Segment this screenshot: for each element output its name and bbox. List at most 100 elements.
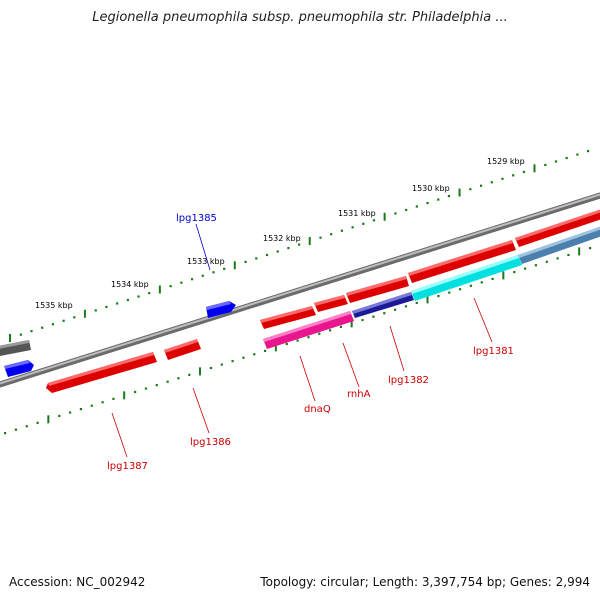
scale-minor-tick [90,404,93,407]
cds-dnaQ[interactable] [263,311,354,349]
scale-minor-tick [36,421,39,424]
scale-minor-tick [589,247,592,250]
scale-minor-tick [480,281,483,284]
scale-minor-tick [137,295,140,298]
topology-footer: Topology: circular; Length: 3,397,754 bp… [260,575,590,589]
scale-minor-tick [287,246,290,250]
cds-blue-left[interactable] [4,360,34,377]
scale-minor-tick [469,284,473,287]
scale-minor-tick [188,373,191,376]
cds-red-fwd-1[interactable] [260,306,316,329]
scale-minor-tick [329,329,332,332]
scale-minor-tick [565,156,568,160]
scale-minor-tick [242,356,245,359]
scale-minor-tick [51,323,55,326]
tick-label-1534: 1534 kbp [111,280,149,289]
scale-minor-tick [524,267,527,270]
scale-minor-tick [134,390,137,394]
scale-minor-tick [231,360,234,363]
scale-minor-tick [587,150,590,153]
scale-minor-tick [545,260,548,263]
map-title: Legionella pneumophila subsp. pneumophil… [92,10,508,25]
scale-major-tick [308,237,311,246]
scale-minor-tick [394,212,397,215]
scale-minor-tick [30,330,33,333]
scale-minor-tick [361,318,364,322]
leader-dnaQ [299,355,316,402]
scale-minor-tick [19,333,22,336]
length-value: 3,397,754 bp [421,575,502,589]
scale-minor-tick [209,366,213,370]
cds-red-fwd-3[interactable] [346,276,409,303]
cds-red-fwd-4[interactable] [408,240,516,283]
scale-major-tick [533,164,536,173]
scale-minor-tick [155,384,158,387]
scale-minor-tick [79,408,83,411]
scale-minor-tick [255,257,258,260]
scale-minor-tick [372,315,375,318]
genes-label: Genes: [509,575,552,589]
gene-label-lpg1381[interactable]: lpg1381 [473,346,514,357]
scale-minor-tick [253,353,256,356]
gene-label-lpg1385[interactable]: lpg1385 [176,213,217,224]
scale-minor-tick [62,319,65,322]
scale-minor-tick [501,177,504,180]
scale-minor-tick [404,305,408,308]
cds-grey-left[interactable] [0,340,31,356]
cds-lpg1386[interactable] [164,339,201,360]
scale-minor-tick [58,414,61,418]
cds-rnhA[interactable] [352,292,414,318]
cds-lpg1385[interactable] [206,301,236,318]
scale-minor-tick [339,325,343,328]
scale-major-tick [233,261,236,270]
scale-minor-tick [201,274,204,277]
topology-label: Topology: [260,575,317,589]
scale-major-tick [83,309,86,318]
cds-red-fwd-5[interactable] [515,208,600,247]
tick-label-1535: 1535 kbp [35,301,73,310]
scale-minor-tick [4,432,7,435]
tick-label-1532: 1532 kbp [263,234,301,243]
scale-minor-tick [319,236,322,239]
scale-minor-tick [479,184,483,187]
scale-minor-tick [469,188,472,191]
leader-lpg1385 [195,223,211,271]
leader-lpg1386 [192,387,210,434]
scale-minor-tick [513,270,516,274]
scale-minor-tick [25,425,28,428]
cds-lpg1381[interactable] [518,225,600,264]
scale-minor-tick [276,250,279,253]
genes-value: 2,994 [555,575,590,589]
scale-minor-tick [169,285,172,288]
scale-minor-tick [148,291,151,295]
scale-major-tick [426,295,429,304]
cds-lpg1387[interactable] [46,352,157,393]
scale-minor-tick [415,205,418,208]
scale-minor-tick [126,298,129,302]
scale-lower [4,247,592,435]
leader-lpg1382 [389,325,405,372]
cds-red-fwd-2[interactable] [314,295,348,312]
scale-minor-tick [69,411,72,414]
gene-label-dnaQ[interactable]: dnaQ [304,404,331,415]
scale-minor-tick [14,428,18,431]
leader-rnhA [342,342,360,388]
gene-label-rnhA[interactable]: rnhA [347,389,371,400]
gene-label-lpg1387[interactable]: lpg1387 [107,461,148,472]
leader-lpg1387 [111,412,128,458]
scale-minor-tick [522,170,525,173]
tick-label-1529: 1529 kbp [487,157,525,166]
scale-minor-tick [307,336,310,339]
scale-minor-tick [190,278,194,281]
scale-minor-tick [264,349,267,352]
gene-label-lpg1386[interactable]: lpg1386 [190,437,231,448]
cds-lpg1382[interactable] [411,255,522,301]
scale-minor-tick [330,233,333,236]
scale-minor-tick [554,160,558,163]
scale-major-tick [9,334,11,342]
gene-label-lpg1382[interactable]: lpg1382 [388,375,429,386]
scale-minor-tick [362,222,365,225]
scale-major-tick [158,285,161,294]
scale-minor-tick [285,342,288,346]
